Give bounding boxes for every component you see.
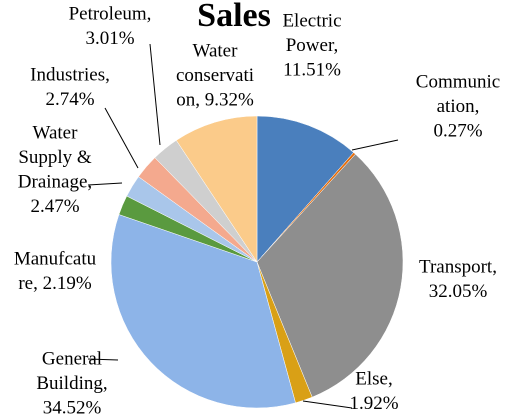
slice-label: Industries, <box>30 64 110 85</box>
pie-slice <box>256 115 354 263</box>
slice-label: Supply & <box>18 147 92 168</box>
slice-label: Electric <box>282 10 341 31</box>
leader-line <box>302 400 353 409</box>
slice-label: 2.47% <box>30 196 79 217</box>
slice-label: 3.01% <box>85 28 134 49</box>
slice-label: 1.92% <box>349 393 398 414</box>
pie-slice <box>256 153 404 398</box>
leader-line <box>87 182 123 186</box>
slice-label: Communic <box>416 71 500 92</box>
slice-label: 2.74% <box>45 89 94 110</box>
pie-slice <box>110 214 296 409</box>
slice-label: Else, <box>355 368 392 389</box>
slice-label: Transport, <box>419 256 497 277</box>
leader-line <box>104 107 139 169</box>
pie-slice <box>175 115 258 263</box>
slice-label: on, 9.32% <box>176 89 254 110</box>
slice-label: Water <box>193 40 239 61</box>
slice-label: Power, <box>286 35 339 56</box>
slice-label: Drainage, <box>18 171 92 192</box>
slice-label: 34.52% <box>43 397 102 418</box>
leader-line <box>87 358 119 361</box>
chart-title: Sales <box>197 0 271 34</box>
slice-label: 32.05% <box>429 281 488 302</box>
slice-label: Petroleum, <box>69 3 152 24</box>
slice-label: conservati <box>176 65 254 86</box>
pie <box>110 115 404 409</box>
leader-line <box>351 139 399 151</box>
slice-label: Building, <box>36 373 107 394</box>
slice-label: ation, <box>437 96 480 117</box>
leader-lines <box>87 43 399 409</box>
slice-label: Manufcatu <box>14 248 97 269</box>
slice-label: General <box>42 348 102 369</box>
slice-label: 0.27% <box>433 120 482 141</box>
leader-line <box>149 43 161 146</box>
slice-label: re, 2.19% <box>18 273 92 294</box>
slice-label: 11.51% <box>283 59 341 80</box>
slice-label: Water <box>33 122 79 143</box>
